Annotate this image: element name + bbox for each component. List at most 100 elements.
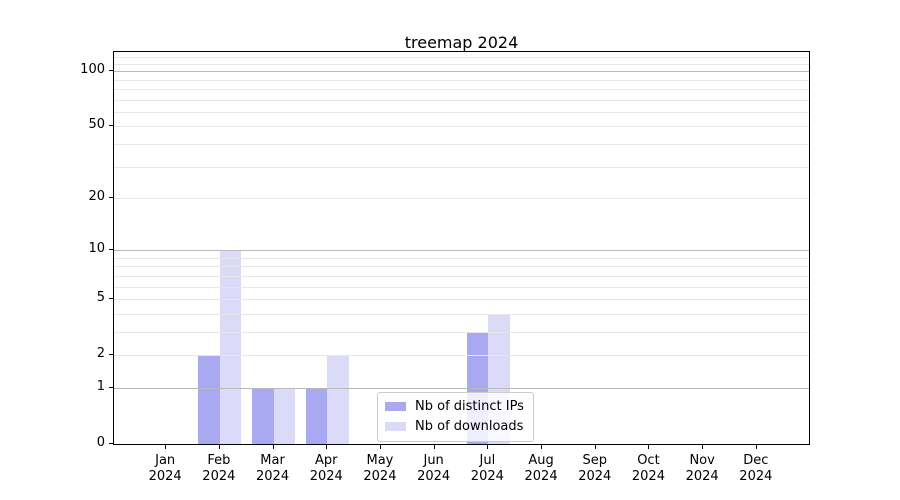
x-tick-year: 2024 [578, 468, 612, 484]
x-axis-tick [594, 445, 596, 449]
gridline-minor [114, 257, 809, 259]
y-axis-tick [109, 197, 113, 199]
gridline-minor [114, 276, 809, 277]
y-tick-label: 100 [80, 62, 105, 78]
y-tick-label: 20 [88, 189, 105, 205]
gridline-minor [114, 56, 809, 58]
y-axis-tick [109, 387, 113, 388]
legend: Nb of distinct IPs Nb of downloads [377, 392, 534, 442]
x-tick-label: Mar 2024 [245, 453, 301, 484]
x-tick-label: Sep 2024 [567, 453, 623, 484]
x-tick-label: Jul 2024 [459, 453, 515, 484]
x-tick-label: Jun 2024 [406, 453, 462, 484]
x-axis-tick [433, 445, 435, 449]
x-tick-label: Aug 2024 [513, 453, 569, 484]
bar-distinct-ips-feb [198, 355, 220, 444]
gridline-minor [114, 79, 809, 81]
gridline-minor [114, 299, 809, 301]
x-tick-year: 2024 [685, 468, 719, 484]
x-tick-month: Oct [637, 453, 660, 468]
legend-entry-downloads: Nb of downloads [385, 418, 524, 435]
x-tick-month: Sep [582, 453, 607, 468]
gridline-minor [114, 332, 809, 333]
x-axis-tick [165, 445, 167, 449]
x-tick-month: Jun [423, 453, 444, 468]
y-tick-label: 2 [96, 346, 105, 362]
bar-downloads-feb [219, 250, 242, 444]
x-tick-month: Nov [689, 453, 715, 468]
gridline-major [114, 71, 809, 73]
x-tick-year: 2024 [739, 468, 773, 484]
y-tick-label: 50 [88, 117, 105, 133]
x-tick-label: Oct 2024 [620, 453, 676, 484]
gridline-minor [114, 355, 809, 357]
x-axis-tick [326, 445, 328, 449]
bar-downloads-apr [327, 355, 349, 444]
gridline-major [114, 388, 809, 389]
x-tick-label: Dec 2024 [728, 453, 784, 484]
y-axis-tick [109, 249, 113, 251]
x-tick-month: Aug [528, 453, 554, 468]
plot-area: Nb of distinct IPs Nb of downloads [113, 51, 810, 445]
chart-title: treemap 2024 [404, 33, 519, 52]
y-axis-tick [109, 443, 113, 444]
y-axis-tick [109, 298, 113, 300]
x-tick-month: Feb [207, 453, 231, 468]
x-axis-tick [487, 445, 489, 449]
gridline-minor [114, 266, 809, 268]
x-tick-month: Jul [479, 453, 496, 468]
x-axis-tick [702, 445, 704, 449]
bar-distinct-ips-apr [305, 388, 328, 444]
gridline-minor [114, 143, 809, 145]
bar-downloads-mar [273, 388, 296, 444]
x-tick-label: Nov 2024 [674, 453, 730, 484]
legend-swatch-distinct-ips [385, 402, 406, 411]
x-tick-label: Jan 2024 [137, 453, 193, 484]
bar-distinct-ips-mar [252, 388, 274, 444]
x-tick-month: May [366, 453, 394, 468]
x-axis-tick [379, 445, 381, 449]
gridline-minor [114, 63, 809, 65]
x-tick-year: 2024 [309, 468, 343, 484]
x-axis-tick [272, 445, 274, 449]
x-tick-month: Apr [315, 453, 338, 468]
y-axis-tick [109, 70, 113, 72]
x-tick-label: Apr 2024 [298, 453, 354, 484]
x-tick-year: 2024 [631, 468, 665, 484]
gridline-minor [114, 166, 809, 168]
legend-label-distinct-ips: Nb of distinct IPs [415, 399, 524, 414]
y-tick-label: 10 [88, 241, 105, 257]
legend-swatch-downloads [385, 422, 406, 431]
legend-label-downloads: Nb of downloads [415, 419, 524, 434]
x-tick-year: 2024 [148, 468, 182, 484]
x-tick-year: 2024 [363, 468, 397, 484]
x-tick-month: Jan [155, 453, 176, 468]
x-tick-year: 2024 [256, 468, 290, 484]
gridline-minor [114, 313, 809, 315]
y-tick-label: 1 [96, 379, 105, 394]
x-tick-label: Feb 2024 [191, 453, 247, 484]
x-tick-month: Mar [260, 453, 285, 468]
gridline-minor [114, 198, 809, 200]
x-axis-tick [541, 445, 543, 449]
x-tick-year: 2024 [417, 468, 451, 484]
gridline-minor [114, 88, 809, 90]
x-tick-year: 2024 [524, 468, 558, 484]
gridline-minor [114, 99, 809, 101]
x-axis-tick [218, 445, 220, 449]
x-tick-year: 2024 [202, 468, 236, 484]
x-tick-month: Dec [743, 453, 769, 468]
x-axis-tick [648, 445, 650, 449]
x-tick-year: 2024 [470, 468, 504, 484]
gridline-minor [114, 286, 809, 288]
x-axis-tick [755, 445, 757, 449]
legend-entry-distinct-ips: Nb of distinct IPs [385, 398, 524, 415]
gridline-minor [114, 126, 809, 128]
y-axis-tick [109, 125, 113, 127]
gridline-minor [114, 111, 809, 113]
x-tick-label: May 2024 [352, 453, 408, 484]
y-axis-tick [109, 354, 113, 356]
y-tick-label: 0 [96, 435, 105, 450]
gridline-major [114, 250, 809, 252]
